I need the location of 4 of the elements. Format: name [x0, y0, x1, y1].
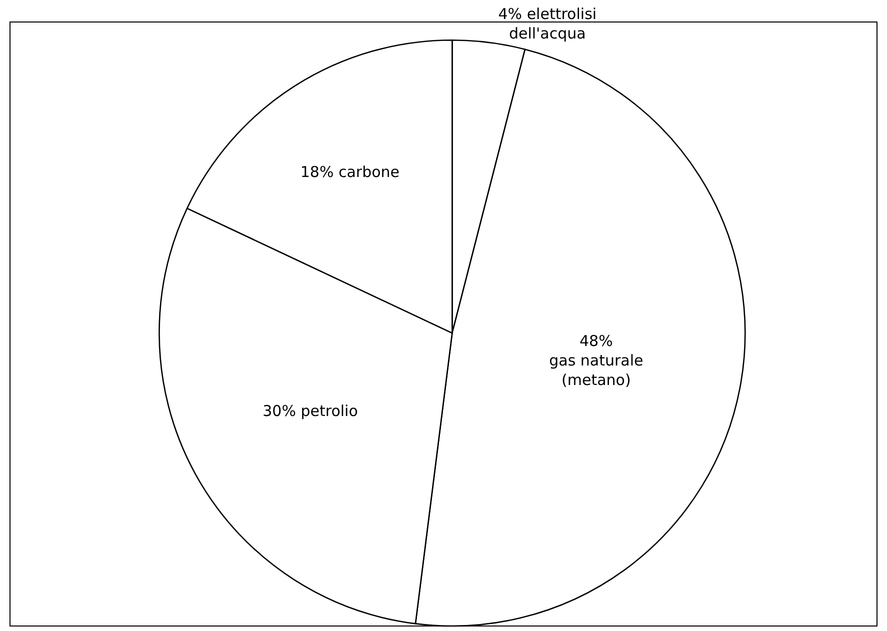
- slice-label: 30% petrolio: [262, 402, 358, 420]
- slice-label: 18% carbone: [300, 163, 400, 182]
- slice-label: 4% elettrolisi dell'acqua: [498, 5, 597, 43]
- slice-label: 48% gas naturale (metano): [549, 332, 644, 390]
